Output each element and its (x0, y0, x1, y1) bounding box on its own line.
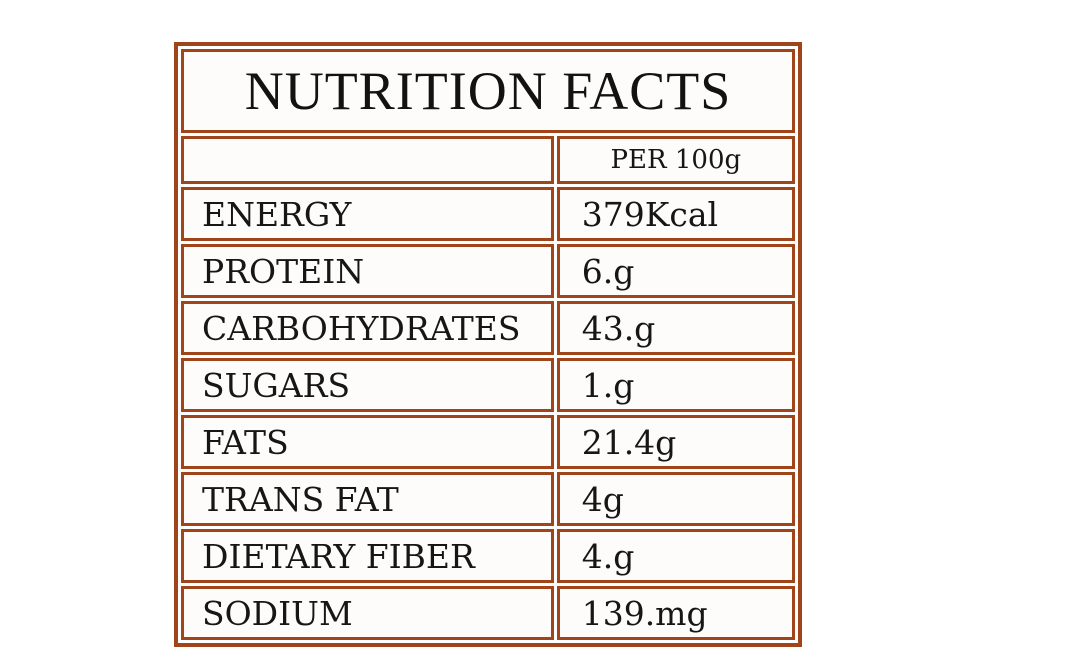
column-header-per-100g: PER 100g (556, 136, 795, 184)
trans-fat-label: TRANS FAT (181, 472, 554, 526)
table-row-trans-fat: TRANS FAT 4g (181, 472, 795, 526)
sodium-value: 139.mg (556, 586, 795, 640)
table-row-energy: ENERGY 379Kcal (181, 187, 795, 241)
table-row-protein: PROTEIN 6.g (181, 244, 795, 298)
protein-label: PROTEIN (181, 244, 554, 298)
table-row-sodium: SODIUM 139.mg (181, 586, 795, 640)
fats-value: 21.4g (556, 415, 795, 469)
table-row-fats: FATS 21.4g (181, 415, 795, 469)
table-row-carbohydrates: CARBOHYDRATES 43.g (181, 301, 795, 355)
title-row: NUTRITION FACTS (181, 49, 795, 133)
trans-fat-value: 4g (556, 472, 795, 526)
table-row-dietary-fiber: DIETARY FIBER 4.g (181, 529, 795, 583)
carbohydrates-value: 43.g (556, 301, 795, 355)
column-header-row: PER 100g (181, 136, 795, 184)
nutrition-facts-table: NUTRITION FACTS PER 100g ENERGY 379Kcal … (174, 42, 802, 647)
energy-value: 379Kcal (556, 187, 795, 241)
table-title: NUTRITION FACTS (181, 49, 795, 133)
protein-value: 6.g (556, 244, 795, 298)
sugars-label: SUGARS (181, 358, 554, 412)
dietary-fiber-label: DIETARY FIBER (181, 529, 554, 583)
fats-label: FATS (181, 415, 554, 469)
dietary-fiber-value: 4.g (556, 529, 795, 583)
carbohydrates-label: CARBOHYDRATES (181, 301, 554, 355)
energy-label: ENERGY (181, 187, 554, 241)
sodium-label: SODIUM (181, 586, 554, 640)
table-row-sugars: SUGARS 1.g (181, 358, 795, 412)
header-empty-cell (181, 136, 554, 184)
sugars-value: 1.g (556, 358, 795, 412)
